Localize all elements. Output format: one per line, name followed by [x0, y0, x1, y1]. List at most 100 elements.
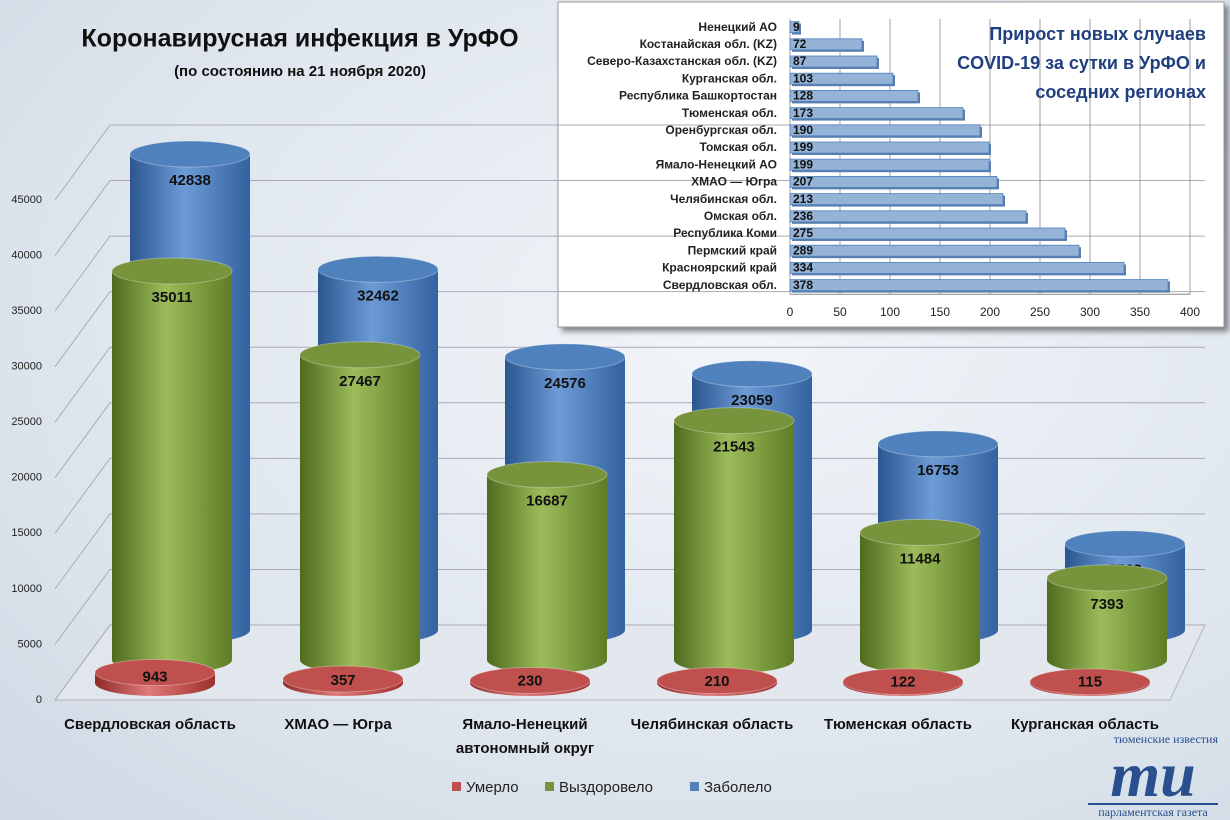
value-label: 21543 [713, 439, 755, 456]
cylinder-top [282, 665, 404, 693]
cylinder [112, 270, 232, 660]
legend-label: Выздоровело [559, 779, 653, 796]
y-tick-label: 10000 [11, 583, 42, 595]
chart-subtitle: (по состоянию на 21 ноября 2020) [174, 63, 426, 80]
x-tick-label: 150 [930, 305, 950, 319]
value-label: 35011 [152, 289, 193, 306]
bar [789, 193, 1004, 206]
y-tick-label: 45000 [11, 194, 42, 206]
value-label: 128 [793, 89, 813, 103]
cylinder-top [1029, 668, 1151, 696]
logo-top: тюменские известия [1113, 732, 1218, 746]
y-tick-label: 35000 [11, 305, 42, 317]
y-tick-label: 20000 [11, 472, 42, 484]
value-label: 199 [793, 140, 813, 154]
value-label: 230 [517, 673, 542, 690]
y-tick-label: Пермский край [688, 243, 777, 257]
bar [789, 55, 878, 68]
value-label: 24576 [544, 375, 586, 392]
cylinder-top [94, 659, 216, 687]
bar [789, 261, 1125, 274]
y-tick-label: 0 [36, 694, 42, 706]
value-label: 122 [890, 673, 915, 690]
cylinder-top [691, 360, 813, 388]
value-label: 27467 [339, 373, 381, 390]
y-tick-label: Курганская обл. [682, 71, 777, 85]
inset-title: Прирост новых случаев COVID-19 за сутки … [957, 24, 1206, 102]
y-tick-label: 40000 [11, 249, 42, 261]
x-tick-label: 50 [833, 305, 847, 319]
grid-line [54, 513, 1205, 590]
y-tick-label: Тюменская обл. [682, 106, 777, 120]
y-tick-label: ХМАО — Югра [691, 175, 777, 189]
logo-bottom: парламентская газета [1088, 803, 1218, 820]
x-tick-label: Свердловская область [64, 716, 236, 733]
bar [789, 72, 894, 85]
bar [789, 175, 998, 188]
value-label: 334 [793, 261, 813, 275]
y-tick-label: Свердловская обл. [663, 278, 777, 292]
value-label: 9 [793, 20, 800, 34]
y-tick-label: Оренбургская обл. [665, 123, 777, 137]
bar [789, 279, 1169, 292]
bar [789, 210, 1027, 223]
y-tick-label: Челябинская обл. [670, 192, 777, 206]
cylinder-top [673, 407, 795, 435]
cylinder-top [504, 343, 626, 371]
cylinder-top [317, 255, 439, 283]
value-label: 115 [1078, 673, 1102, 690]
grid-line [54, 568, 1205, 645]
cylinder-top [129, 140, 251, 168]
grid-line [54, 346, 1205, 423]
y-tick-label: Ненецкий АО [698, 20, 777, 34]
bar [789, 21, 800, 34]
bar [789, 38, 863, 51]
y-tick-label: Республика Коми [673, 226, 777, 240]
legend-label: Умерло [466, 779, 519, 796]
value-label: 173 [793, 106, 813, 120]
bar [789, 141, 990, 154]
value-label: 236 [793, 209, 813, 223]
legend-swatch [690, 782, 699, 791]
x-tick-label: 200 [980, 305, 1000, 319]
cylinder-top [299, 341, 421, 369]
cylinder [300, 354, 420, 660]
x-tick-label: Ямало-Ненецкий автономный округ [455, 716, 595, 757]
bar [789, 124, 981, 137]
legend-label: Заболело [704, 779, 772, 796]
chart-title: Коронавирусная инфекция в УрФО [81, 25, 518, 53]
cylinder-top [1064, 530, 1186, 558]
value-label: 357 [330, 672, 355, 689]
y-tick-label: Костанайская обл. (KZ) [640, 37, 777, 51]
legend-swatch [452, 782, 461, 791]
logo-mark: ти [1110, 739, 1196, 810]
value-label: 199 [793, 157, 813, 171]
grid-line [54, 457, 1205, 534]
y-tick-label: Красноярский край [662, 261, 777, 275]
value-label: 943 [142, 669, 167, 686]
cylinder-top [877, 430, 999, 458]
cylinder [674, 420, 794, 660]
cylinder-top [1046, 564, 1168, 592]
value-label: 190 [793, 123, 813, 137]
value-label: 32462 [357, 287, 399, 304]
value-label: 11484 [900, 550, 942, 567]
x-tick-label: 300 [1080, 305, 1100, 319]
value-label: 275 [793, 226, 813, 240]
cylinder-top [486, 461, 608, 489]
value-label: 207 [793, 175, 813, 189]
x-tick-label: 350 [1130, 305, 1150, 319]
bar [789, 227, 1066, 240]
cylinder [1047, 577, 1167, 660]
bar [789, 244, 1080, 257]
value-label: 16753 [917, 462, 959, 479]
grid-line [54, 624, 1205, 701]
value-label: 23059 [731, 392, 773, 409]
x-tick-label: Тюменская область [823, 716, 973, 733]
value-label: 87 [793, 54, 807, 68]
cylinder-top [469, 666, 591, 694]
x-tick-label: 100 [880, 305, 900, 319]
cylinder-top [656, 667, 778, 695]
